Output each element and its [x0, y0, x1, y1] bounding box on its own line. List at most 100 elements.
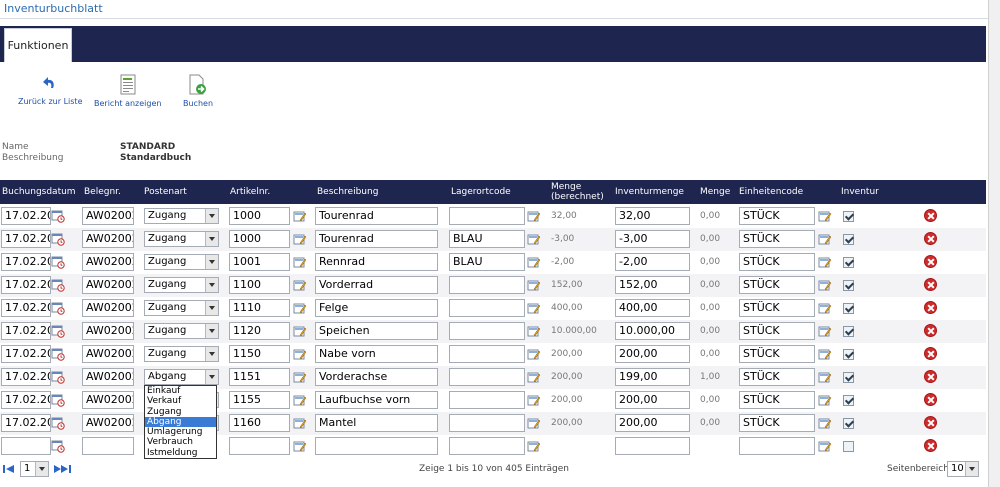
col-header-unit[interactable]: Einheitencode — [739, 187, 804, 197]
inventory-qty-input[interactable]: 200,00 — [615, 414, 690, 432]
posting-date-input[interactable]: 17.02.2012 — [1, 368, 51, 386]
item-no-input[interactable]: 1000 — [229, 207, 290, 225]
location-code-input[interactable] — [449, 368, 525, 386]
last-page-icon[interactable] — [60, 464, 72, 474]
calendar-icon[interactable] — [51, 370, 65, 384]
delete-row-icon[interactable] — [924, 416, 937, 429]
unit-code-input[interactable]: STÜCK — [739, 299, 815, 317]
dropdown-option[interactable]: Umlagerung — [147, 427, 203, 438]
lookup-icon[interactable] — [818, 301, 832, 315]
unit-code-input[interactable] — [739, 437, 815, 455]
lookup-icon[interactable] — [527, 209, 541, 223]
unit-code-input[interactable]: STÜCK — [739, 276, 815, 294]
calendar-icon[interactable] — [51, 347, 65, 361]
lookup-icon[interactable] — [293, 439, 307, 453]
description-input[interactable]: Speichen — [315, 322, 438, 340]
delete-row-icon[interactable] — [924, 393, 937, 406]
document-no-input[interactable]: AW02002 — [82, 207, 134, 225]
delete-row-icon[interactable] — [924, 209, 937, 222]
lookup-icon[interactable] — [293, 301, 307, 315]
lookup-icon[interactable] — [293, 324, 307, 338]
posting-date-input[interactable]: 17.02.2012 — [1, 345, 51, 363]
inventory-qty-input[interactable]: -2,00 — [615, 253, 690, 271]
calendar-icon[interactable] — [51, 301, 65, 315]
dropdown-option[interactable]: Zugang — [147, 406, 182, 417]
location-code-input[interactable] — [449, 207, 525, 225]
lookup-icon[interactable] — [293, 416, 307, 430]
posting-date-input[interactable]: 17.02.2012 — [1, 207, 51, 225]
description-input[interactable]: Vorderrad — [315, 276, 438, 294]
description-input[interactable]: Felge — [315, 299, 438, 317]
calendar-icon[interactable] — [51, 416, 65, 430]
posting-type-select[interactable]: Zugang — [144, 323, 219, 339]
location-code-input[interactable] — [449, 391, 525, 409]
delete-row-icon[interactable] — [924, 324, 937, 337]
item-no-input[interactable]: 1150 — [229, 345, 290, 363]
lookup-icon[interactable] — [527, 439, 541, 453]
delete-row-icon[interactable] — [924, 439, 937, 452]
unit-code-input[interactable]: STÜCK — [739, 207, 815, 225]
page-select[interactable]: 1 — [20, 461, 49, 477]
delete-row-icon[interactable] — [924, 232, 937, 245]
description-input[interactable]: Laufbuchse vorn — [315, 391, 438, 409]
col-header-inventory[interactable]: Inventur — [841, 187, 879, 197]
item-no-input[interactable]: 1151 — [229, 368, 290, 386]
posting-type-select[interactable]: Zugang — [144, 346, 219, 362]
document-no-input[interactable]: AW02002 — [82, 230, 134, 248]
inventory-checkbox[interactable] — [843, 418, 854, 429]
location-code-input[interactable]: BLAU — [449, 253, 525, 271]
calendar-icon[interactable] — [51, 439, 65, 453]
tab-funktionen[interactable]: Funktionen — [4, 28, 72, 62]
posting-date-input[interactable]: 17.02.2012 — [1, 414, 51, 432]
inventory-qty-input[interactable]: 152,00 — [615, 276, 690, 294]
inventory-checkbox[interactable] — [843, 234, 854, 245]
dropdown-option[interactable]: Einkauf — [147, 386, 181, 396]
document-no-input[interactable]: AW02002 — [82, 299, 134, 317]
next-page-icon[interactable] — [53, 464, 65, 474]
inventory-qty-input[interactable]: 199,00 — [615, 368, 690, 386]
lookup-icon[interactable] — [293, 209, 307, 223]
document-no-input[interactable] — [82, 437, 134, 455]
document-no-input[interactable]: AW02002 — [82, 322, 134, 340]
inventory-qty-input[interactable]: 200,00 — [615, 345, 690, 363]
description-input[interactable]: Mantel — [315, 414, 438, 432]
lookup-icon[interactable] — [818, 393, 832, 407]
document-no-input[interactable]: AW02002 — [82, 414, 134, 432]
lookup-icon[interactable] — [818, 370, 832, 384]
posting-type-select[interactable]: Zugang — [144, 208, 219, 224]
location-code-input[interactable] — [449, 437, 525, 455]
inventory-qty-input[interactable]: -3,00 — [615, 230, 690, 248]
dropdown-option[interactable]: Istmeldung — [147, 447, 198, 458]
document-no-input[interactable]: AW02002 — [82, 391, 134, 409]
inventory-qty-input[interactable]: 10.000,00 — [615, 322, 690, 340]
unit-code-input[interactable]: STÜCK — [739, 391, 815, 409]
lookup-icon[interactable] — [527, 416, 541, 430]
inventory-checkbox[interactable] — [843, 211, 854, 222]
back-to-list-button[interactable]: Zurück zur Liste — [18, 74, 83, 106]
delete-row-icon[interactable] — [924, 255, 937, 268]
page-range-select[interactable]: 10 — [947, 461, 979, 477]
item-no-input[interactable]: 1120 — [229, 322, 290, 340]
item-no-input[interactable]: 1155 — [229, 391, 290, 409]
unit-code-input[interactable]: STÜCK — [739, 345, 815, 363]
lookup-icon[interactable] — [293, 255, 307, 269]
location-code-input[interactable] — [449, 414, 525, 432]
inventory-qty-input[interactable]: 32,00 — [615, 207, 690, 225]
lookup-icon[interactable] — [527, 324, 541, 338]
calendar-icon[interactable] — [51, 232, 65, 246]
posting-date-input[interactable] — [1, 437, 51, 455]
col-header-inventory-qty[interactable]: Inventurmenge — [615, 187, 684, 197]
description-input[interactable]: Vorderachse — [315, 368, 438, 386]
col-header-qty[interactable]: Menge — [700, 187, 731, 197]
lookup-icon[interactable] — [818, 278, 832, 292]
item-no-input[interactable]: 1160 — [229, 414, 290, 432]
show-report-button[interactable]: Bericht anzeigen — [94, 74, 161, 108]
dropdown-option[interactable]: Abgang — [145, 416, 216, 428]
inventory-checkbox[interactable] — [843, 326, 854, 337]
lookup-icon[interactable] — [293, 370, 307, 384]
inventory-checkbox[interactable] — [843, 372, 854, 383]
dropdown-option[interactable]: Verbrauch — [147, 437, 193, 448]
document-no-input[interactable]: AW02002 — [82, 345, 134, 363]
lookup-icon[interactable] — [818, 347, 832, 361]
calendar-icon[interactable] — [51, 393, 65, 407]
